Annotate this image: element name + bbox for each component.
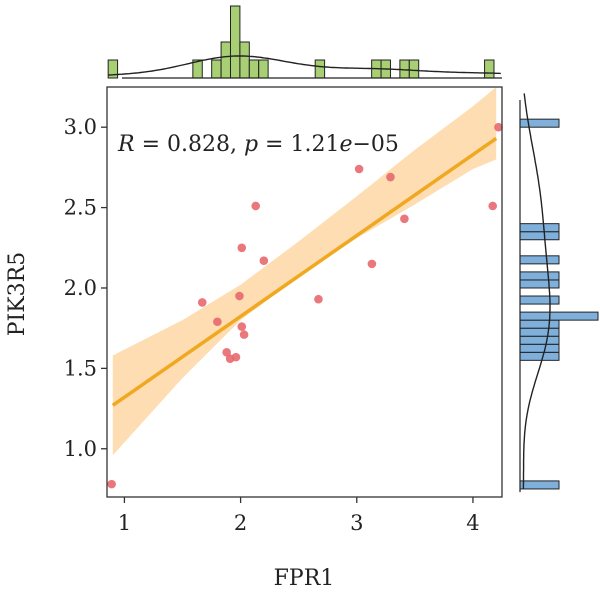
y-tick-label: 1.0 [64,437,97,461]
y-tick-label: 3.0 [64,115,97,139]
top-histogram-bar [107,59,119,79]
data-point [259,256,269,265]
x-tick-label: 3 [350,511,363,535]
data-point [354,164,364,174]
data-point [237,322,247,331]
top-histogram-bar [314,59,326,79]
right-histogram-bar [519,279,560,289]
data-point [367,259,377,269]
right-histogram-bar [519,480,560,490]
right-histogram-bar [519,223,560,233]
y-tick-label: 1.5 [64,356,97,380]
data-point [222,347,231,357]
data-point [386,172,395,182]
y-axis: 1.0 1.5 2.0 2.5 3.0 [64,115,107,461]
data-point [400,214,409,224]
top-histogram-bar [229,5,241,79]
right-histogram-bar [519,351,560,361]
data-point [197,298,207,307]
x-tick-label: 1 [118,511,131,535]
data-point [231,352,241,362]
top-histogram-bar [239,41,250,79]
y-tick-label: 2.0 [64,276,97,300]
data-point [237,243,247,253]
top-histogram-bar [220,41,231,79]
data-point [488,201,498,211]
data-point [239,330,249,339]
top-histogram-bar [484,59,495,79]
right-histogram-bar [519,335,560,345]
y-axis-title: PIK3R5 [5,252,30,337]
right-histogram [519,93,599,493]
data-point [235,291,244,301]
correlation-annotation: R = 0.828, p = 1.21e−05 [117,132,399,157]
x-axis-title: FPR1 [274,566,335,591]
top-histogram [107,5,502,79]
x-tick-label: 2 [234,511,247,535]
data-point [494,122,503,132]
right-histogram-bar [519,271,560,281]
data-point [251,201,261,211]
right-histogram-bar [519,327,560,337]
right-histogram-bar [519,295,560,305]
top-histogram-bar [211,59,222,79]
top-histogram-bar [248,59,260,79]
data-point [314,294,323,304]
right-histogram-bar [519,255,560,265]
data-point [107,479,116,489]
scatter-panel: 1 2 3 4 1.0 1.5 2.0 2.5 3.0 [64,86,503,535]
data-points [107,122,503,489]
top-histogram-bar [258,59,269,79]
right-histogram-bar [519,311,599,321]
top-density-curve [108,55,501,76]
right-histogram-bar [519,118,560,128]
x-tick-label: 4 [466,511,479,535]
right-histogram-bar [519,319,560,329]
right-histogram-bar [519,231,560,241]
data-point [213,317,222,327]
right-histogram-bar [519,343,560,353]
regression-line [111,137,498,407]
top-histogram-bar [408,59,420,79]
y-tick-label: 2.5 [64,196,97,220]
x-axis: 1 2 3 4 [118,497,480,535]
plot-frame [106,86,503,498]
right-density-curve [522,93,551,489]
